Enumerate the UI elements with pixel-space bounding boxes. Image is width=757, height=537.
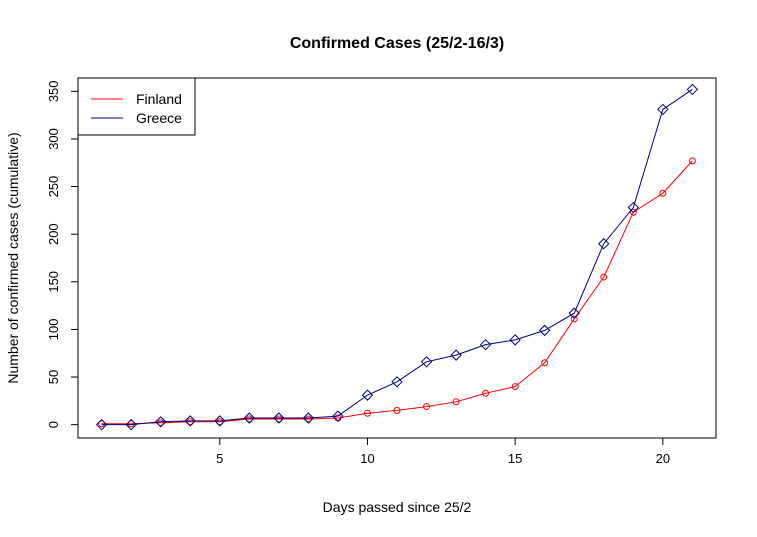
plot-box bbox=[77, 77, 717, 439]
data-point-finland bbox=[98, 420, 106, 428]
y-axis: 0 50 100 150 200 250 300 350 bbox=[46, 80, 78, 428]
legend-label-greece: Greece bbox=[136, 110, 182, 126]
data-point-finland bbox=[393, 406, 401, 414]
y-tick-label: 0 bbox=[46, 421, 61, 428]
y-tick-label: 250 bbox=[46, 176, 61, 198]
series-line-finland bbox=[101, 160, 693, 425]
legend: Finland Greece bbox=[77, 77, 196, 136]
data-point-finland bbox=[688, 157, 696, 165]
data-point-finland bbox=[157, 419, 165, 427]
x-tick-label: 20 bbox=[656, 451, 670, 466]
series-line-greece bbox=[101, 89, 693, 426]
data-point-finland bbox=[186, 418, 194, 426]
y-tick-label: 300 bbox=[46, 128, 61, 150]
data-point-greece bbox=[154, 416, 167, 428]
data-point-finland bbox=[275, 415, 283, 423]
data-point-greece bbox=[450, 349, 462, 361]
data-point-greece bbox=[657, 103, 669, 116]
y-tick-label: 50 bbox=[46, 370, 61, 384]
x-tick-label: 5 bbox=[216, 451, 223, 466]
data-point-greece bbox=[361, 389, 374, 401]
data-point-finland bbox=[245, 415, 253, 423]
data-point-finland bbox=[127, 420, 135, 428]
data-point-greece bbox=[420, 356, 433, 368]
data-point-greece bbox=[568, 307, 580, 319]
data-point-finland bbox=[541, 359, 549, 367]
data-point-finland bbox=[482, 389, 490, 397]
data-point-greece bbox=[332, 410, 344, 422]
x-axis-title: Days passed since 25/2 bbox=[323, 499, 472, 515]
y-tick-label: 100 bbox=[46, 319, 61, 341]
y-tick-label: 200 bbox=[46, 223, 61, 245]
data-point-greece bbox=[125, 418, 137, 431]
chart-title: Confirmed Cases (25/2-16/3) bbox=[290, 35, 504, 52]
y-tick-label: 150 bbox=[46, 271, 61, 293]
data-point-greece bbox=[479, 338, 492, 351]
data-point-greece bbox=[243, 412, 256, 424]
data-point-finland bbox=[570, 315, 578, 323]
data-point-greece bbox=[214, 415, 226, 427]
data-point-greece bbox=[273, 412, 285, 424]
y-axis-title: Number of confirmed cases (cumulative) bbox=[5, 132, 21, 383]
data-point-greece bbox=[95, 418, 108, 431]
x-tick-label: 15 bbox=[508, 451, 522, 466]
data-point-finland bbox=[363, 409, 371, 417]
data-point-greece bbox=[686, 83, 699, 96]
y-tick-label: 350 bbox=[46, 80, 61, 102]
data-point-finland bbox=[452, 398, 460, 406]
data-point-greece bbox=[598, 238, 610, 250]
data-point-greece bbox=[184, 415, 196, 427]
data-point-finland bbox=[304, 415, 312, 423]
series-layer bbox=[95, 83, 699, 431]
data-point-finland bbox=[423, 403, 431, 411]
data-point-greece bbox=[302, 412, 315, 424]
data-point-finland bbox=[511, 383, 519, 391]
data-point-greece bbox=[538, 324, 551, 337]
data-point-finland bbox=[629, 208, 637, 216]
data-point-greece bbox=[391, 376, 403, 388]
data-point-finland bbox=[216, 418, 224, 426]
data-point-greece bbox=[509, 334, 521, 346]
data-point-finland bbox=[600, 273, 608, 281]
x-axis: 5 10 15 20 bbox=[216, 438, 670, 466]
legend-label-finland: Finland bbox=[136, 91, 182, 107]
data-point-finland bbox=[659, 189, 667, 197]
legend-box bbox=[77, 77, 196, 136]
data-point-greece bbox=[627, 201, 640, 214]
x-tick-label: 10 bbox=[360, 451, 374, 466]
